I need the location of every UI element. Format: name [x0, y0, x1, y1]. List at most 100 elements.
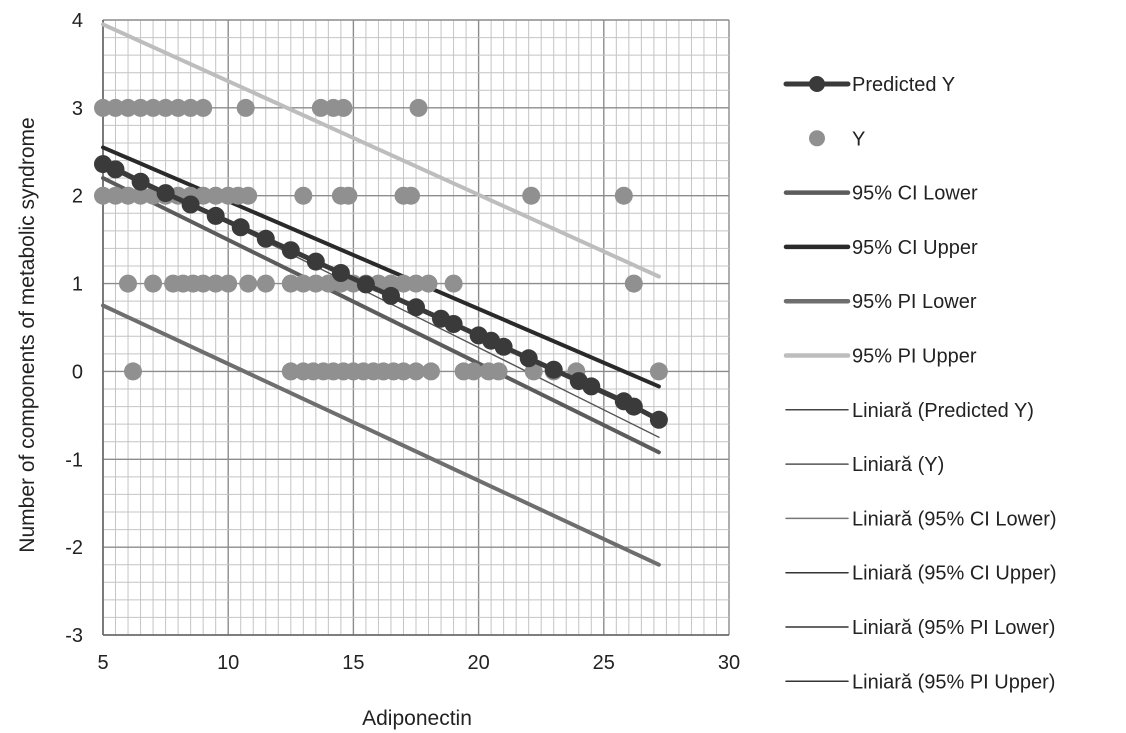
data-point — [334, 98, 353, 117]
legend-marker — [809, 76, 825, 92]
data-point — [106, 160, 125, 179]
data-point — [649, 362, 668, 381]
data-point — [106, 98, 125, 117]
series-95-pi-lower — [101, 303, 661, 567]
x-axis-label: Adiponectin — [362, 707, 472, 730]
data-point — [444, 315, 463, 333]
data-point — [131, 186, 150, 205]
legend-label: Predicted Y — [852, 74, 955, 96]
legend-swatch — [809, 130, 825, 147]
legend-item-predicted-y: Predicted Y — [783, 74, 955, 96]
y-tick-label: -1 — [65, 449, 83, 471]
series-y — [94, 98, 668, 381]
x-tick-label: 25 — [593, 652, 615, 674]
data-point — [407, 362, 425, 381]
data-point — [206, 206, 225, 225]
data-point — [144, 274, 163, 293]
data-point — [281, 362, 300, 381]
data-point — [181, 98, 200, 117]
legend-item-95-ci-upper: 95% CI Upper — [783, 237, 978, 259]
data-point — [206, 274, 225, 293]
data-point — [194, 186, 213, 205]
legend-item-liniar-predicted-y: Liniară (Predicted Y) — [785, 400, 1034, 422]
y-tick-label: 4 — [72, 10, 83, 32]
series-95-pi-upper — [101, 22, 661, 279]
data-point — [156, 184, 175, 203]
data-point — [464, 362, 483, 381]
legend-item-95-ci-lower: 95% CI Lower — [783, 183, 978, 205]
data-point — [614, 186, 633, 205]
data-point — [356, 275, 375, 294]
data-point — [169, 98, 188, 117]
data-point — [239, 186, 258, 205]
data-point — [219, 274, 238, 293]
series-95-ci-lower — [101, 176, 661, 455]
data-point — [331, 264, 350, 282]
data-point — [382, 286, 400, 305]
data-point — [94, 186, 112, 205]
data-point — [119, 186, 137, 205]
data-point — [339, 186, 358, 205]
data-point — [124, 362, 142, 381]
data-point — [407, 298, 425, 317]
data-point — [402, 186, 420, 205]
legend-label: 95% CI Lower — [852, 183, 978, 205]
x-tick-label: 30 — [718, 652, 740, 674]
data-point — [419, 274, 438, 293]
data-point — [131, 172, 150, 191]
data-point — [119, 98, 137, 117]
legend-item-y: Y — [809, 128, 865, 150]
legend-item-liniar-y: Liniară (Y) — [785, 454, 944, 476]
data-point — [236, 98, 255, 117]
legend-label: Liniară (95% PI Upper) — [852, 671, 1055, 693]
x-tick-label: 10 — [217, 652, 239, 674]
data-point — [407, 274, 425, 293]
legend-item-liniar-95-ci-lower: Liniară (95% CI Lower) — [785, 508, 1057, 530]
data-point — [311, 98, 330, 117]
data-point — [319, 274, 338, 293]
data-point — [281, 274, 300, 293]
series-95-ci-upper — [101, 145, 661, 389]
y-tick-label: 0 — [72, 361, 83, 383]
data-point — [231, 218, 250, 237]
data-point — [181, 195, 200, 214]
legend-label: 95% CI Upper — [852, 237, 978, 259]
legend-label: 95% PI Lower — [852, 291, 977, 313]
series-line — [101, 22, 661, 279]
legend-label: Liniară (Predicted Y) — [852, 400, 1034, 422]
data-point — [194, 274, 213, 293]
data-point — [409, 98, 428, 117]
data-point — [306, 274, 325, 293]
data-point — [256, 274, 275, 293]
data-point — [494, 337, 513, 356]
y-axis-label: Number of components of metabolic syndro… — [16, 117, 39, 552]
data-point — [131, 98, 150, 117]
data-point — [144, 98, 163, 117]
data-point — [624, 397, 643, 416]
grid — [102, 19, 730, 636]
x-tick-label: 5 — [97, 652, 108, 674]
legend-label: 95% PI Upper — [852, 346, 977, 368]
data-point — [194, 98, 213, 117]
data-point — [649, 410, 668, 429]
legend-label: Liniară (95% CI Lower) — [852, 508, 1057, 530]
legend-item-liniar-95-pi-lower: Liniară (95% PI Lower) — [785, 617, 1055, 639]
data-point — [294, 186, 313, 205]
data-point — [422, 362, 440, 381]
y-tick-label: -2 — [65, 537, 83, 559]
data-point — [306, 252, 325, 271]
legend-label: Liniară (95% CI Upper) — [852, 563, 1057, 585]
data-point — [522, 186, 541, 205]
data-point — [94, 98, 112, 117]
legend-label: Liniară (95% PI Lower) — [852, 617, 1055, 639]
legend: Predicted Y Y 95% CI Lower 95% CI Upper 95% … — [783, 74, 1057, 693]
data-point — [624, 274, 643, 293]
data-point — [206, 186, 225, 205]
data-point — [519, 349, 538, 368]
data-point — [489, 362, 508, 381]
data-point — [106, 186, 125, 205]
y-tick-label: -3 — [65, 625, 83, 647]
data-point — [256, 229, 275, 248]
